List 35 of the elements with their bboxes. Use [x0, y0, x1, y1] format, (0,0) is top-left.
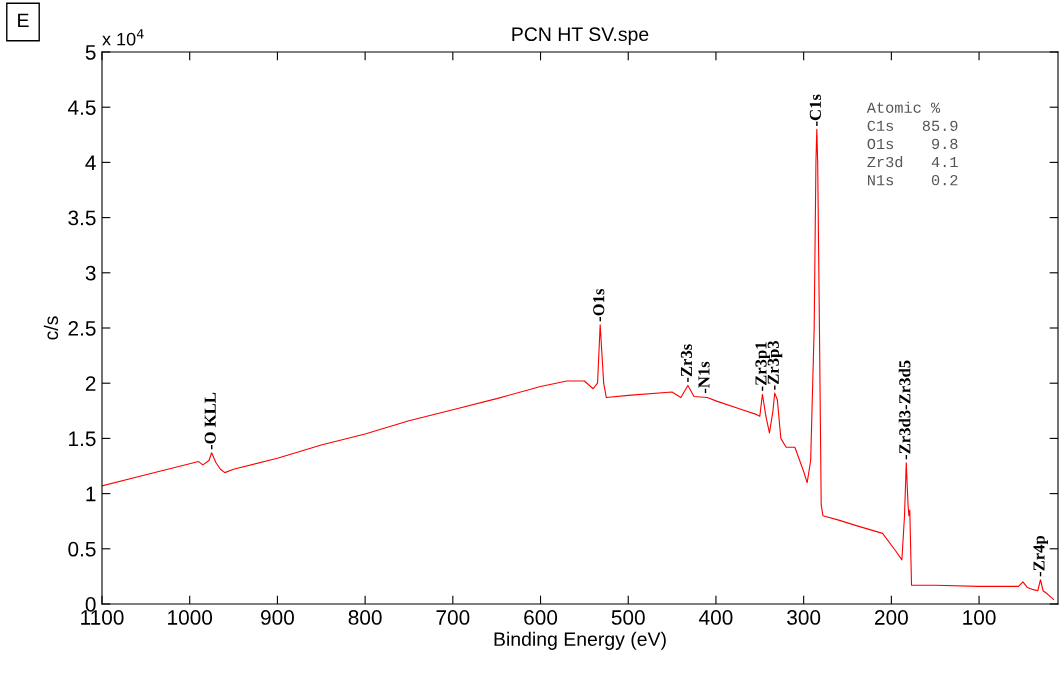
y-tick-label: 3.5	[68, 210, 96, 226]
y-tick-label: 4	[85, 155, 96, 170]
x-tick-label: 1000	[168, 610, 213, 625]
y-tick-label: 0.5	[68, 541, 96, 557]
annotation: -Zr3s	[680, 344, 693, 383]
annotation: Atomic % C1s 85.9 O1s 9.8 Zr3d 4.1 N1s 0.2	[866, 101, 958, 186]
annotation: -Zr3d3-Zr3d5	[898, 360, 911, 460]
x-tick-label: 1100	[81, 610, 124, 625]
y-axis-title: c/s	[43, 316, 59, 340]
x-axis-title: Binding Energy (eV)	[494, 631, 666, 650]
x-tick-label: 700	[436, 610, 470, 625]
y-tick-label: 3	[85, 265, 96, 281]
x-tick-label: 300	[787, 610, 821, 625]
annotation: -N1s	[698, 361, 710, 394]
annotation: -O KLL	[204, 392, 216, 450]
x-tick-label: 200	[875, 610, 908, 625]
y-tick-label: 1	[86, 486, 96, 502]
text: x 10$^{4}$	[102, 29, 144, 46]
chart-title: PCN HT SV.spe	[512, 27, 649, 45]
x-tick-label: 800	[348, 610, 382, 625]
text: E	[18, 13, 29, 28]
x-tick-label: 100	[963, 610, 996, 625]
y-tick-label: 1.5	[69, 431, 96, 447]
x-tick-label: 400	[699, 610, 733, 625]
y-tick-label: 4.5	[67, 100, 96, 115]
x-tick-label: 900	[261, 610, 294, 625]
y-tick-label: 5	[85, 45, 96, 60]
y-tick-label: 2.5	[68, 321, 96, 336]
y-tick-label: 2	[85, 376, 96, 391]
x-tick-label: 500	[611, 610, 645, 625]
x-tick-label: 600	[524, 610, 558, 625]
annotation: -O1s	[593, 288, 605, 322]
annotation: -Zr4p	[1033, 535, 1049, 577]
annotation: -C1s	[809, 94, 821, 126]
y-tick-label: 0	[85, 597, 96, 612]
